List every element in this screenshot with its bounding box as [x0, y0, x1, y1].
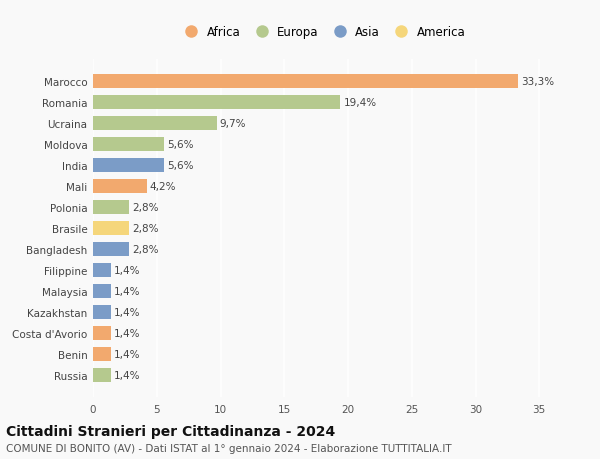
Text: 5,6%: 5,6%	[167, 161, 194, 171]
Text: 1,4%: 1,4%	[114, 349, 140, 359]
Text: 33,3%: 33,3%	[521, 77, 554, 87]
Text: Cittadini Stranieri per Cittadinanza - 2024: Cittadini Stranieri per Cittadinanza - 2…	[6, 425, 335, 438]
Text: 1,4%: 1,4%	[114, 370, 140, 380]
Text: 19,4%: 19,4%	[344, 98, 377, 108]
Bar	[93, 368, 111, 382]
Bar	[93, 242, 128, 256]
Text: 1,4%: 1,4%	[114, 265, 140, 275]
Bar	[93, 285, 111, 298]
Bar	[93, 326, 111, 340]
Text: COMUNE DI BONITO (AV) - Dati ISTAT al 1° gennaio 2024 - Elaborazione TUTTITALIA.: COMUNE DI BONITO (AV) - Dati ISTAT al 1°…	[6, 443, 452, 453]
Bar	[93, 75, 518, 89]
Legend: Africa, Europa, Asia, America: Africa, Europa, Asia, America	[175, 22, 470, 44]
Bar	[93, 117, 217, 130]
Bar	[93, 347, 111, 361]
Text: 5,6%: 5,6%	[167, 140, 194, 150]
Bar	[93, 222, 128, 235]
Text: 1,4%: 1,4%	[114, 307, 140, 317]
Bar	[93, 263, 111, 277]
Bar	[93, 96, 340, 110]
Text: 9,7%: 9,7%	[220, 119, 247, 129]
Text: 1,4%: 1,4%	[114, 328, 140, 338]
Text: 2,8%: 2,8%	[132, 224, 158, 233]
Bar	[93, 159, 164, 172]
Bar	[93, 138, 164, 151]
Bar	[93, 179, 146, 193]
Bar	[93, 305, 111, 319]
Text: 2,8%: 2,8%	[132, 244, 158, 254]
Text: 4,2%: 4,2%	[150, 181, 176, 191]
Text: 2,8%: 2,8%	[132, 202, 158, 213]
Bar	[93, 201, 128, 214]
Text: 1,4%: 1,4%	[114, 286, 140, 296]
